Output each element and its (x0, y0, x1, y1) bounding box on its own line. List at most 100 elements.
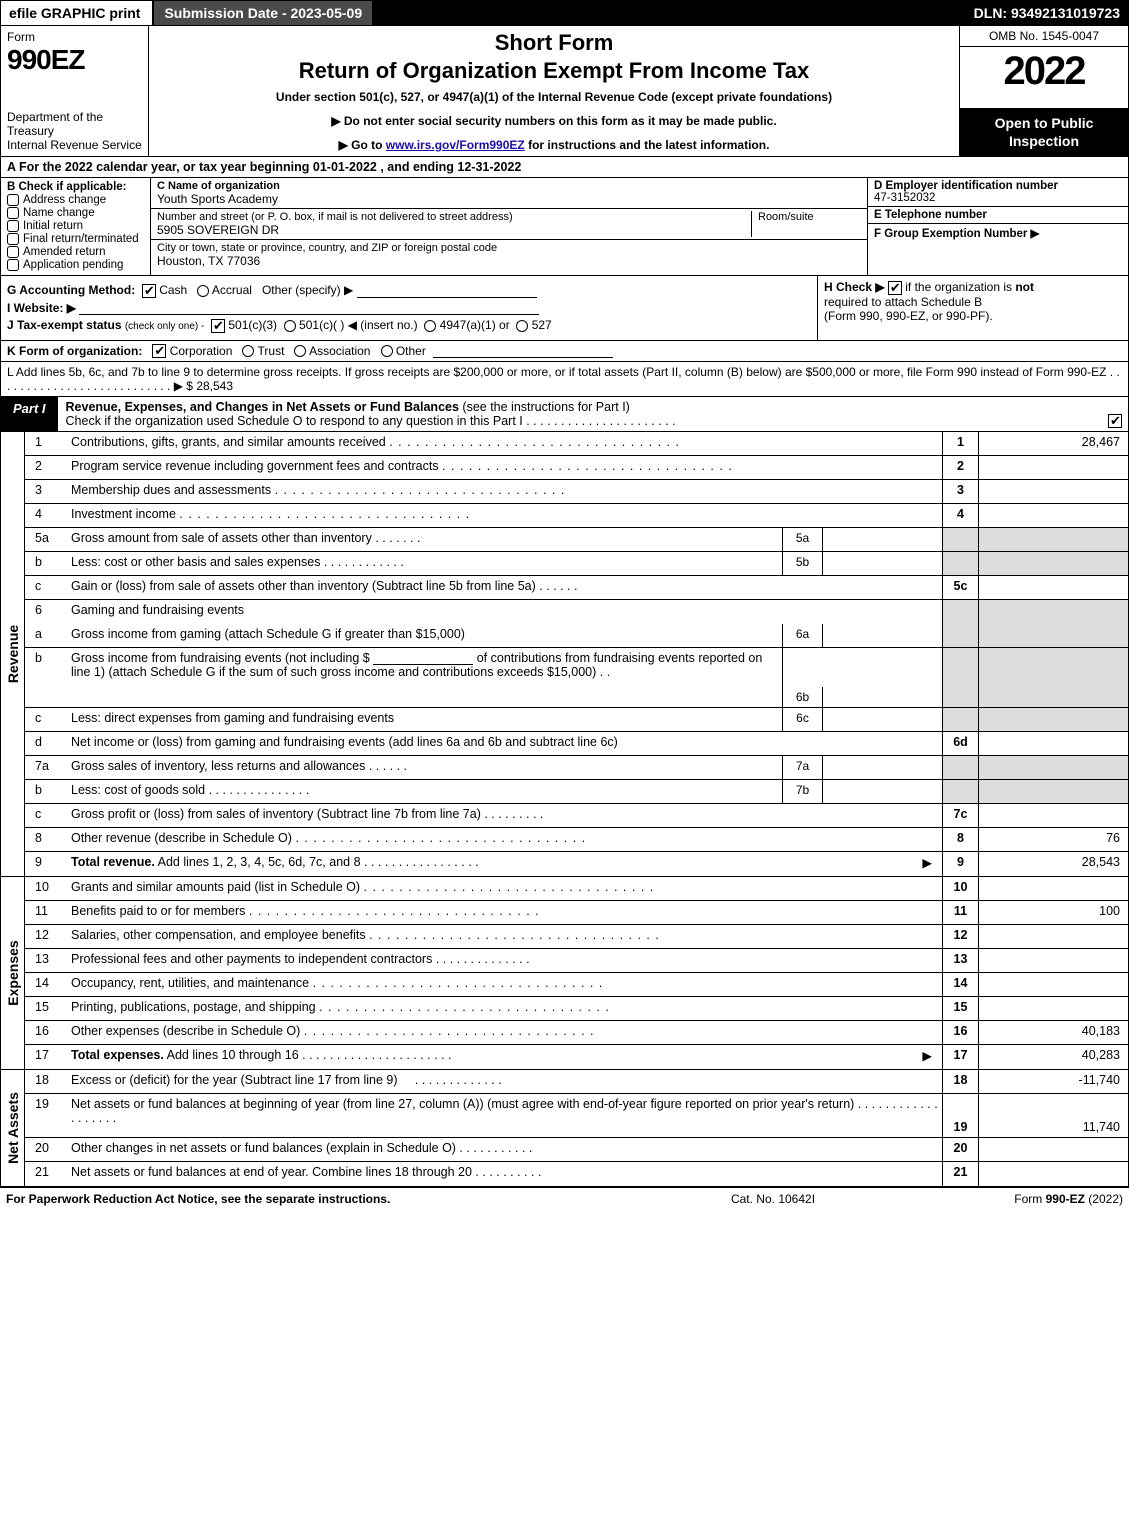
dots (249, 904, 540, 918)
section-a-text: A For the 2022 calendar year, or tax yea… (7, 160, 521, 174)
j-4947-radio[interactable] (424, 320, 436, 332)
lno: 17 (25, 1045, 67, 1069)
k-corp-check[interactable] (152, 344, 166, 358)
netassets-side-label: Net Assets (5, 1093, 21, 1165)
rval-shaded (978, 780, 1128, 803)
j-sub: (check only one) - (125, 321, 204, 332)
rval: 28,543 (978, 852, 1128, 876)
rval (978, 973, 1128, 996)
lno: c (25, 576, 67, 599)
midbox: 7b (782, 780, 942, 803)
dots (364, 880, 655, 894)
chk-final-return[interactable]: Final return/terminated (7, 233, 144, 245)
c-city-label: City or town, state or province, country… (157, 242, 861, 254)
amount-blank[interactable] (373, 651, 473, 665)
revenue-section: Revenue 1 Contributions, gifts, grants, … (0, 432, 1129, 877)
d-value: 47-3152032 (874, 192, 1122, 204)
j-opt3: 4947(a)(1) or (440, 318, 510, 332)
e-phone-cell: E Telephone number (868, 207, 1128, 224)
g-other-blank[interactable] (357, 284, 537, 298)
irs-link[interactable]: www.irs.gov/Form990EZ (386, 138, 525, 152)
desc-text: Gaming and fundraising events (67, 600, 942, 624)
expenses-side: Expenses (1, 877, 25, 1069)
lno: a (25, 624, 67, 647)
k-other-blank[interactable] (433, 344, 613, 358)
header-left: Form 990EZ Department of the Treasury In… (1, 26, 149, 156)
open-to-public: Open to Public Inspection (960, 108, 1128, 156)
line-6: 6 Gaming and fundraising events (25, 600, 1128, 624)
rval (978, 949, 1128, 972)
rno: 14 (942, 973, 978, 996)
l-text: L Add lines 5b, 6c, and 7b to line 9 to … (7, 365, 1106, 379)
midbox: 5a (782, 528, 942, 551)
f-label: F Group Exemption Number ▶ (874, 228, 1039, 240)
lno: b (25, 552, 67, 575)
mlbl: 7a (783, 756, 823, 779)
rval (978, 925, 1128, 948)
i-website-blank[interactable] (79, 301, 539, 315)
lno: 11 (25, 901, 67, 924)
dots (275, 483, 566, 497)
ldesc: Gain or (loss) from sale of assets other… (67, 576, 942, 599)
d-ein-cell: D Employer identification number 47-3152… (868, 178, 1128, 207)
g-cash-check[interactable] (142, 284, 156, 298)
line-12: 12 Salaries, other compensation, and emp… (25, 925, 1128, 949)
rno: 20 (942, 1138, 978, 1161)
k-trust-radio[interactable] (242, 345, 254, 357)
c-city-cell: City or town, state or province, country… (151, 240, 867, 275)
ldesc: Excess or (deficit) for the year (Subtra… (67, 1070, 942, 1093)
ldesc: Gross profit or (loss) from sales of inv… (67, 804, 942, 827)
e-label: E Telephone number (874, 209, 987, 221)
j-501c3-check[interactable] (211, 319, 225, 333)
lno: 21 (25, 1162, 67, 1186)
rno-shaded (942, 708, 978, 731)
rno: 9 (942, 852, 978, 876)
col-h: H Check ▶ if the organization is not req… (818, 276, 1128, 340)
c-name-value: Youth Sports Academy (157, 192, 861, 206)
ldesc: Net assets or fund balances at end of ye… (67, 1162, 942, 1186)
part1-dots: . . . . . . . . . . . . . . . . . . . . … (526, 414, 675, 428)
line-21: 21 Net assets or fund balances at end of… (25, 1162, 1128, 1186)
netassets-side: Net Assets (1, 1070, 25, 1186)
l-value: 28,543 (196, 379, 233, 393)
efile-print-label: efile GRAPHIC print (1, 1, 152, 25)
g-accrual-radio[interactable] (197, 285, 209, 297)
desc-text: Less: cost or other basis and sales expe… (71, 555, 320, 569)
col-b: B Check if applicable: Address change Na… (1, 178, 151, 275)
j-opt2: 501(c)( ) ◀ (insert no.) (299, 318, 418, 332)
chk-name-change[interactable]: Name change (7, 207, 144, 219)
c-street-cell: Number and street (or P. O. box, if mail… (151, 209, 867, 240)
desc-text: Less: direct expenses from gaming and fu… (67, 708, 782, 731)
lno: 14 (25, 973, 67, 996)
k-assoc-radio[interactable] (294, 345, 306, 357)
chk-application-pending[interactable]: Application pending (7, 259, 144, 271)
ldesc: Grants and similar amounts paid (list in… (67, 877, 942, 900)
rno: 10 (942, 877, 978, 900)
chk-amended-return[interactable]: Amended return (7, 246, 144, 258)
rval (978, 877, 1128, 900)
h-check[interactable] (888, 281, 902, 295)
ldesc: Investment income (67, 504, 942, 527)
rval-shaded (978, 600, 1128, 624)
g-accrual-label: Accrual (212, 283, 252, 297)
chk-address-change[interactable]: Address change (7, 194, 144, 206)
line-14: 14 Occupancy, rent, utilities, and maint… (25, 973, 1128, 997)
lno: 19 (25, 1094, 67, 1137)
lno: 5a (25, 528, 67, 551)
chk-initial-return[interactable]: Initial return (7, 220, 144, 232)
omb-number: OMB No. 1545-0047 (960, 26, 1128, 47)
mval (823, 528, 942, 551)
j-501c-radio[interactable] (284, 320, 296, 332)
ldesc: Gross amount from sale of assets other t… (67, 528, 782, 551)
k-other-radio[interactable] (381, 345, 393, 357)
j-527-radio[interactable] (516, 320, 528, 332)
line-7a: 7a Gross sales of inventory, less return… (25, 756, 1128, 780)
rno: 16 (942, 1021, 978, 1044)
line-4: 4 Investment income 4 (25, 504, 1128, 528)
k-trust: Trust (258, 344, 285, 358)
part1-endcheck[interactable] (1108, 414, 1122, 428)
desc-text: Benefits paid to or for members (71, 904, 245, 918)
desc-text: Less: cost of goods sold (71, 783, 205, 797)
line-19: 19 Net assets or fund balances at beginn… (25, 1094, 1128, 1138)
part1-header: Part I Revenue, Expenses, and Changes in… (0, 397, 1129, 432)
